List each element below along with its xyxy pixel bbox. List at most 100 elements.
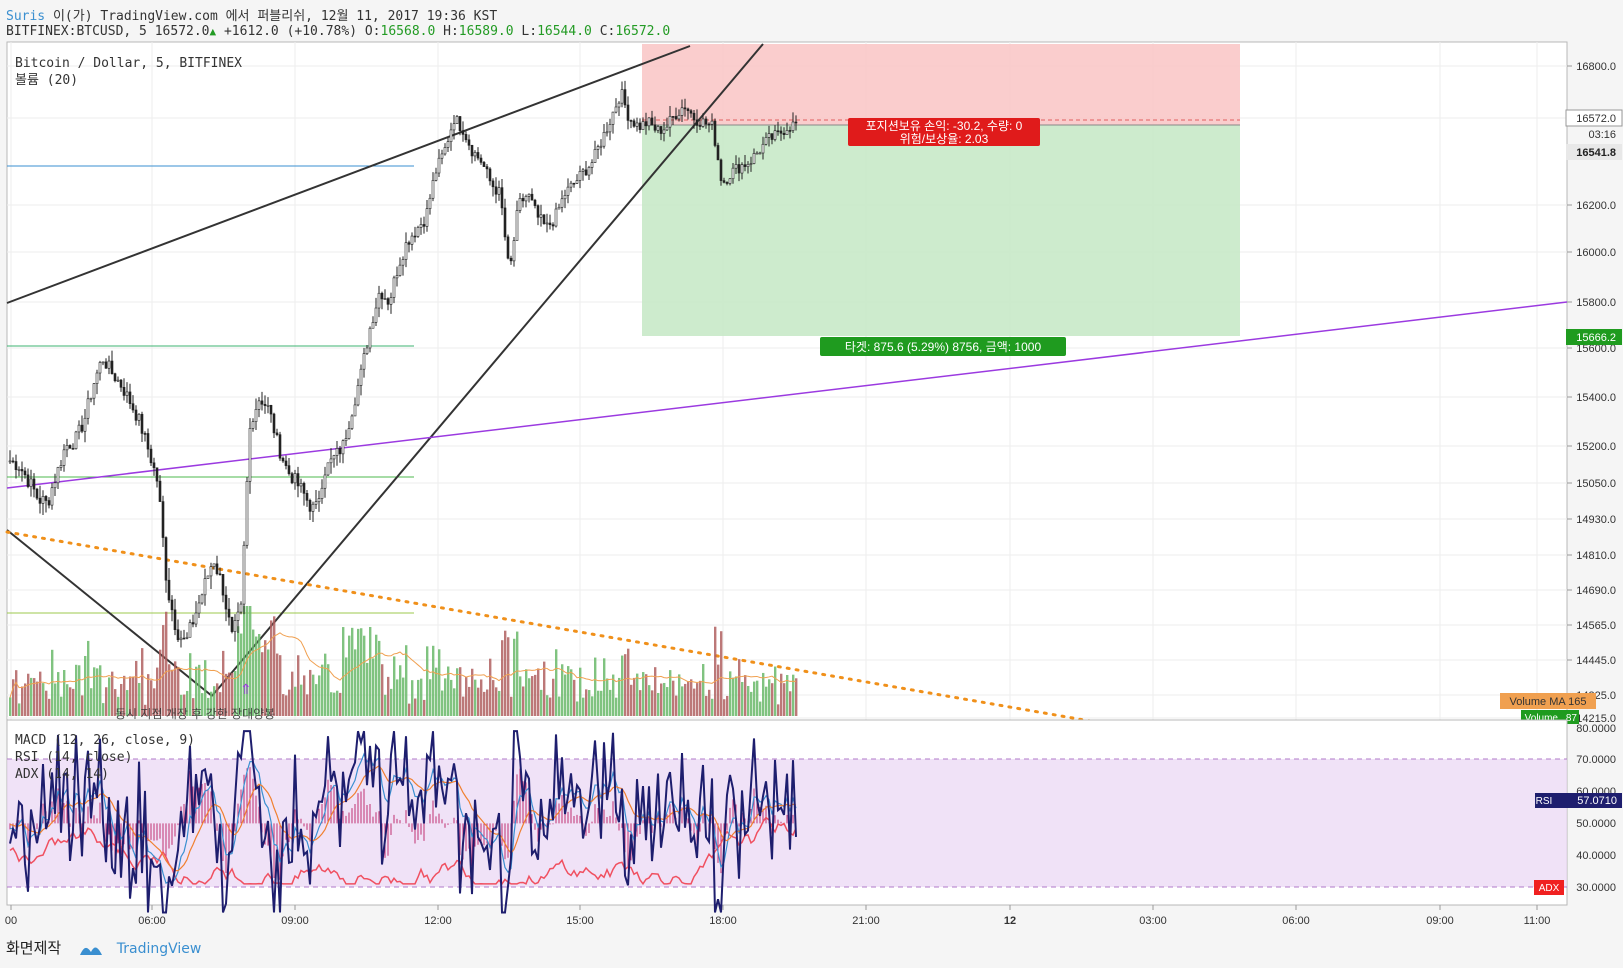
arrow-up-icon[interactable]: ⇑ bbox=[240, 681, 252, 697]
candle-body bbox=[365, 347, 369, 354]
volume-bar bbox=[480, 679, 483, 716]
volume-bar bbox=[771, 683, 774, 716]
candle-body bbox=[155, 467, 159, 482]
time-tick-label: 15:00 bbox=[566, 915, 594, 927]
candle-body bbox=[533, 199, 537, 206]
author-name[interactable]: Suris bbox=[6, 9, 46, 24]
volume-bar bbox=[294, 686, 297, 716]
candle-body bbox=[80, 424, 84, 432]
volume-bar bbox=[369, 626, 372, 716]
candle-body bbox=[734, 164, 738, 169]
volume-bar bbox=[609, 689, 612, 716]
candle-body bbox=[128, 391, 132, 404]
volume-bar bbox=[300, 684, 303, 716]
stop-label-box[interactable] bbox=[848, 118, 1040, 146]
candle-body bbox=[302, 483, 306, 494]
candle-body bbox=[680, 107, 684, 116]
channel-upper-line[interactable] bbox=[6, 45, 691, 304]
candle-body bbox=[350, 415, 354, 429]
volume-bar bbox=[390, 688, 393, 716]
target-label-box[interactable] bbox=[820, 337, 1066, 356]
oscillator-axis[interactable]: 80.000070.000060.000050.000040.000030.00… bbox=[1576, 723, 1616, 894]
time-tick-label: 06:00 bbox=[1282, 915, 1310, 927]
candle-body bbox=[56, 467, 60, 484]
price-tick-label: 15200.0 bbox=[1576, 441, 1616, 453]
candle-body bbox=[542, 214, 546, 224]
volume-bar bbox=[642, 672, 645, 716]
candle-body bbox=[317, 498, 321, 503]
volume-bar bbox=[339, 692, 342, 716]
volume-bar bbox=[312, 674, 315, 716]
candle-body bbox=[440, 153, 444, 159]
volume-bar bbox=[147, 674, 150, 716]
volume-bar bbox=[282, 694, 285, 716]
annotation-text[interactable]: 동시 지점 개장 후 강한 장대양봉 bbox=[115, 707, 275, 721]
volume-bar bbox=[84, 655, 87, 716]
volume-bar bbox=[243, 606, 246, 716]
volume-bar bbox=[183, 694, 186, 716]
time-axis[interactable]: 00 06:00 09:00 12:00 15:00 18:00 21:00 12 03:00 0… bbox=[5, 905, 1550, 927]
candle-body bbox=[512, 240, 516, 262]
volume-bar bbox=[48, 698, 51, 716]
volume-bar bbox=[615, 697, 618, 716]
volume-bar bbox=[555, 649, 558, 716]
symbol[interactable]: BITFINEX:BTCUSD, 5 bbox=[6, 24, 147, 39]
osc-tick-label: 70.0000 bbox=[1576, 754, 1616, 766]
candle-body bbox=[548, 222, 552, 225]
candle-body bbox=[482, 162, 486, 167]
volume-bar bbox=[681, 686, 684, 716]
volume-bar bbox=[231, 672, 234, 716]
volume-bar bbox=[627, 648, 630, 716]
candle-body bbox=[419, 224, 423, 228]
candle-body bbox=[260, 400, 264, 405]
candle-body bbox=[689, 110, 693, 114]
candle-body bbox=[692, 112, 696, 121]
volume-bar bbox=[408, 703, 411, 716]
volume-bar bbox=[210, 691, 213, 716]
stop-zone[interactable] bbox=[642, 44, 1240, 125]
volume-bar bbox=[225, 673, 228, 716]
volume-bar bbox=[276, 653, 279, 716]
candle-body bbox=[338, 448, 342, 455]
candle-body bbox=[611, 111, 615, 125]
volume-bar bbox=[219, 692, 222, 716]
last-price-tag: 16572.0 bbox=[1576, 113, 1616, 125]
orange-dotted-trendline[interactable] bbox=[5, 530, 1092, 723]
candle-body bbox=[293, 473, 297, 484]
candle-body bbox=[344, 438, 348, 442]
candlestick-series[interactable] bbox=[8, 80, 798, 648]
candle-body bbox=[740, 164, 744, 174]
volume-bar bbox=[444, 678, 447, 716]
last-price-tag-box bbox=[1565, 109, 1623, 127]
volume-bar bbox=[342, 627, 345, 716]
volume-bar bbox=[489, 658, 492, 716]
candle-body bbox=[353, 404, 357, 417]
osc-tick-label: 50.0000 bbox=[1576, 818, 1616, 830]
volume-bar bbox=[612, 674, 615, 716]
candle-body bbox=[23, 470, 27, 476]
candle-body bbox=[596, 146, 600, 150]
volume-bar bbox=[504, 630, 507, 716]
candle-body bbox=[272, 413, 276, 434]
chart-canvas[interactable]: Bitcoin / Dollar, 5, BITFINEX 볼륨 (20) 포지… bbox=[0, 0, 1623, 930]
candle-body bbox=[755, 152, 759, 155]
candle-body bbox=[116, 379, 120, 382]
candle-body bbox=[26, 474, 30, 487]
volume-bar bbox=[549, 697, 552, 716]
candle-body bbox=[407, 242, 411, 245]
candle-body bbox=[608, 124, 612, 133]
brand-name[interactable]: TradingView bbox=[116, 941, 202, 957]
candle-body bbox=[266, 405, 270, 407]
purple-trendline[interactable] bbox=[6, 301, 1568, 489]
tradingview-logo-icon[interactable] bbox=[79, 943, 102, 955]
profit-zone[interactable] bbox=[642, 125, 1240, 336]
volume-bar bbox=[462, 696, 465, 716]
close-label: C: bbox=[599, 24, 616, 39]
candle-body bbox=[659, 126, 663, 134]
price-tick-label: 15600.0 bbox=[1576, 343, 1616, 355]
volume-bar bbox=[132, 676, 135, 716]
candle-body bbox=[11, 460, 15, 463]
candle-body bbox=[206, 575, 210, 579]
rising-trendline[interactable] bbox=[211, 43, 764, 697]
price-axis[interactable]: 16800.016600.016200.016000.015800.015600… bbox=[1567, 61, 1616, 725]
